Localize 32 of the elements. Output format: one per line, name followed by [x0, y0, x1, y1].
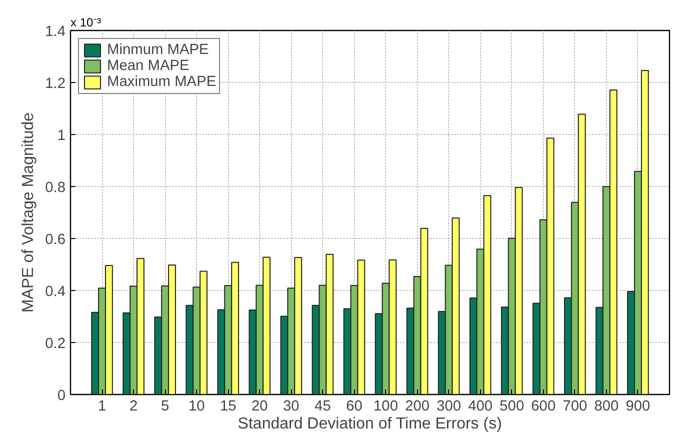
legend-label: Minmum MAPE — [107, 42, 209, 58]
x-tick-label: 500 — [500, 398, 524, 414]
y-tick-label: 0 — [57, 388, 66, 404]
x-tick-label: 300 — [436, 398, 462, 414]
x-tick-label: 400 — [468, 398, 493, 414]
x-axis-title: Standard Deviation of Time Errors (s) — [238, 416, 502, 432]
y-tick-label: 1.4 — [45, 24, 66, 40]
x-tick-label: 800 — [594, 398, 619, 414]
x-tick-label: 900 — [626, 398, 650, 414]
x-tick-label: 10 — [188, 398, 205, 414]
text: x 10⁻³ — [70, 16, 102, 30]
x-tick-label: 5 — [161, 398, 170, 414]
x-tick-label: 15 — [220, 398, 236, 414]
y-tick-label: 0.2 — [45, 336, 66, 352]
legend-label: Maximum MAPE — [107, 74, 216, 90]
y-tick-label: 1.2 — [45, 76, 66, 92]
y-tick-label: 0.8 — [45, 180, 66, 196]
x-tick-label: 700 — [562, 398, 588, 414]
x-tick-label: 30 — [283, 398, 300, 414]
x-tick-label: 60 — [346, 398, 362, 414]
x-tick-label: 200 — [405, 398, 430, 414]
y-tick-label: 0.6 — [45, 232, 66, 248]
x-tick-label: 2 — [129, 398, 138, 414]
x-tick-label: 100 — [374, 398, 398, 414]
y-axis-title: MAPE of Voltage Magnitude — [20, 112, 38, 313]
x-tick-label: 20 — [252, 398, 268, 414]
y-tick-label: 0.4 — [45, 284, 66, 300]
x-tick-label: 600 — [531, 398, 556, 414]
y-tick-label: 1 — [57, 128, 66, 144]
legend-label: Mean MAPE — [107, 58, 190, 74]
x-tick-label: 1 — [98, 398, 106, 414]
x-tick-label: 45 — [314, 398, 331, 414]
